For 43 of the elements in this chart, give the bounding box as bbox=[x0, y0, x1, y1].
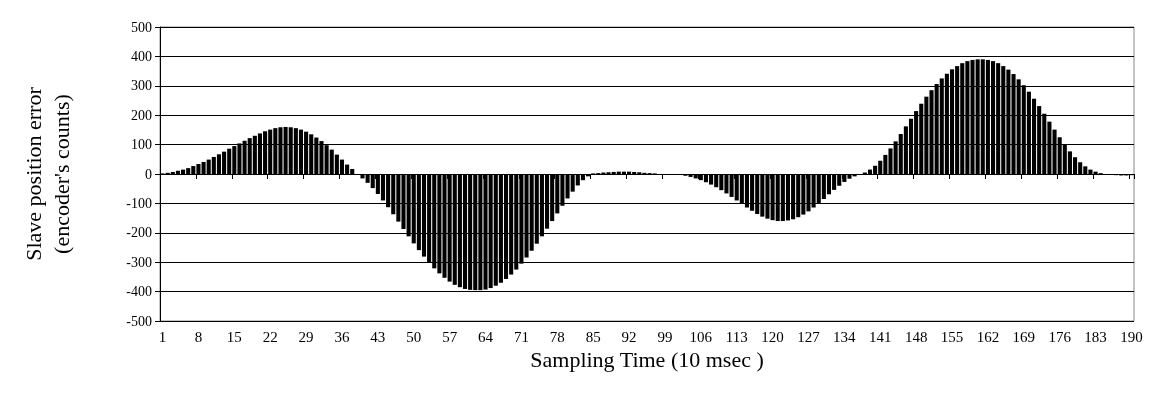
y-tick-label: 500 bbox=[131, 19, 152, 35]
x-tick-label: 29 bbox=[298, 328, 314, 345]
bar bbox=[339, 159, 345, 174]
x-tick-label: 162 bbox=[976, 328, 1000, 345]
x-tick-label: 78 bbox=[549, 328, 565, 345]
x-tick-label: 127 bbox=[797, 328, 821, 345]
x-tick-label: 176 bbox=[1048, 328, 1072, 345]
x-axis-title: Sampling Time (10 msec ) bbox=[530, 347, 764, 373]
y-tick-label: 200 bbox=[131, 107, 152, 123]
y-tick-label: -500 bbox=[126, 313, 152, 329]
x-tick-label: 71 bbox=[513, 328, 529, 345]
x-tick-label: 92 bbox=[621, 328, 637, 345]
x-tick-label: 8 bbox=[194, 328, 203, 345]
x-tick-label: 148 bbox=[904, 328, 928, 345]
x-tick-label: 183 bbox=[1084, 328, 1107, 345]
x-tick-label: 155 bbox=[940, 328, 964, 345]
y-axis-title: Slave position error (encoder's counts) bbox=[20, 86, 74, 261]
x-tick-label: 169 bbox=[1012, 328, 1036, 345]
y-tick-label: -400 bbox=[126, 284, 152, 300]
x-tick-label: 190 bbox=[1120, 328, 1143, 345]
x-tick-label: 57 bbox=[442, 328, 458, 345]
x-tick-label: 113 bbox=[725, 328, 748, 345]
x-tick-label: 50 bbox=[406, 328, 422, 345]
x-tick-label: 85 bbox=[585, 328, 601, 345]
y-tick-label: 300 bbox=[131, 78, 152, 94]
x-tick-label: 36 bbox=[334, 328, 350, 345]
x-tick-label: 15 bbox=[226, 328, 242, 345]
y-tick-label: -100 bbox=[126, 195, 152, 211]
y-tick-label: 0 bbox=[145, 166, 152, 182]
x-tick-label: 64 bbox=[478, 328, 494, 345]
x-tick-label: 1 bbox=[158, 328, 167, 345]
x-tick-label: 99 bbox=[657, 328, 673, 345]
y-tick-label: -300 bbox=[126, 254, 152, 270]
x-tick-label: 120 bbox=[761, 328, 784, 345]
x-tick-label: 22 bbox=[262, 328, 278, 345]
bar bbox=[826, 174, 832, 195]
x-tick-label: 141 bbox=[869, 328, 892, 345]
y-tick-label: 100 bbox=[131, 137, 152, 153]
x-tick-label: 43 bbox=[370, 328, 386, 345]
y-tick-label: 400 bbox=[131, 48, 152, 64]
x-tick-label: 134 bbox=[833, 328, 857, 345]
x-tick-label: 106 bbox=[689, 328, 713, 345]
y-tick-label: -200 bbox=[126, 225, 152, 241]
